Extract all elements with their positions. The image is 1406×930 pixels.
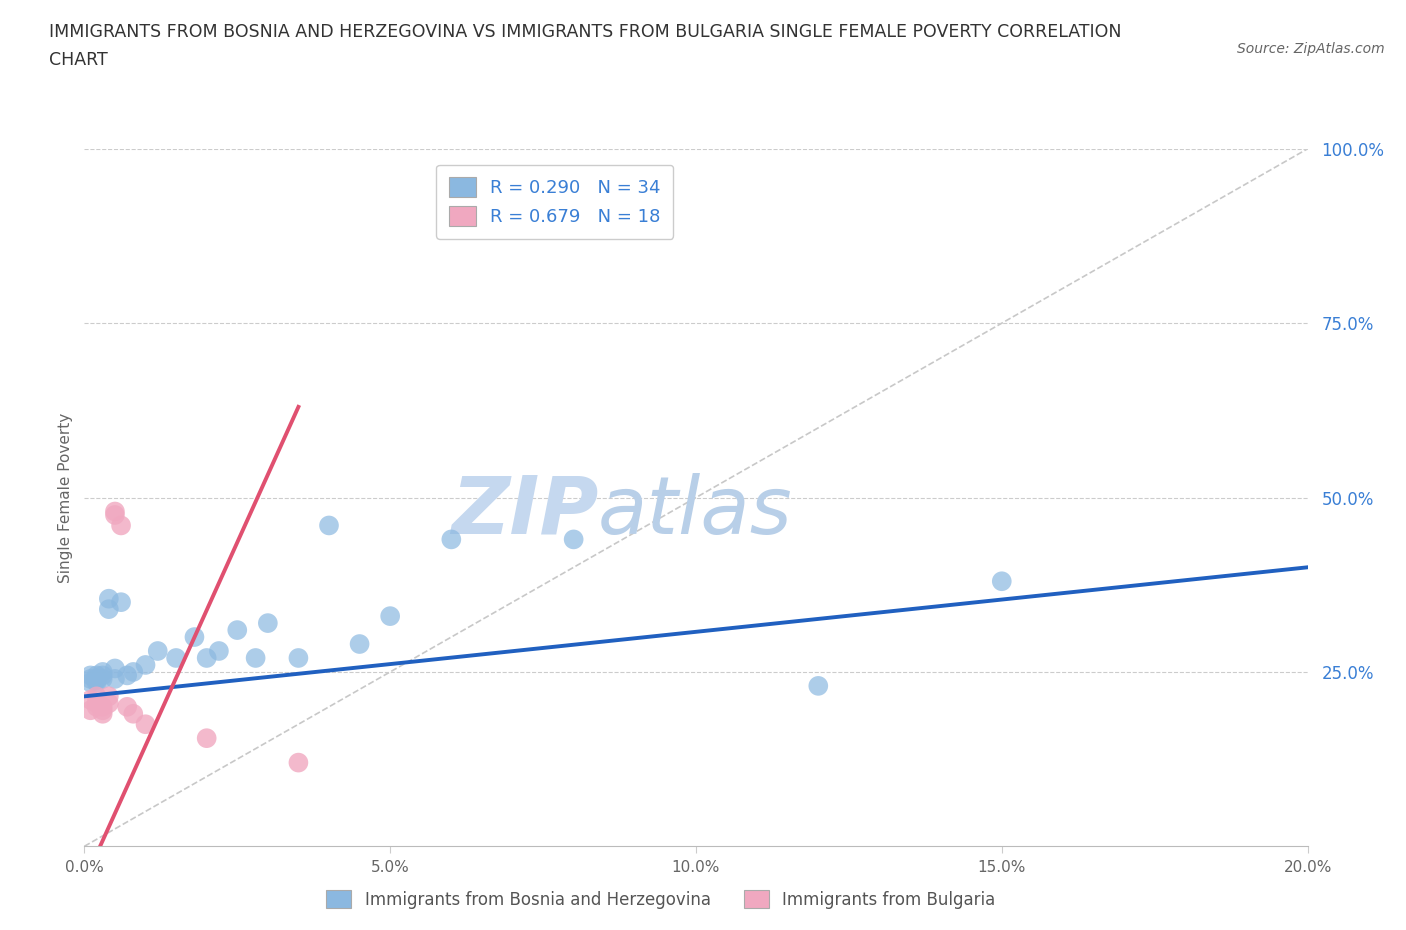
Point bbox=[91, 668, 114, 683]
Point bbox=[91, 665, 114, 680]
Point bbox=[79, 671, 101, 686]
Point bbox=[104, 671, 127, 686]
Point bbox=[86, 673, 108, 688]
Point bbox=[287, 755, 309, 770]
Point bbox=[991, 574, 1014, 589]
Point bbox=[86, 689, 108, 704]
Point bbox=[91, 671, 114, 686]
Point bbox=[165, 651, 187, 666]
Point bbox=[79, 668, 101, 683]
Point bbox=[79, 703, 101, 718]
Point bbox=[183, 630, 205, 644]
Point bbox=[97, 689, 120, 704]
Point bbox=[380, 609, 402, 624]
Point bbox=[135, 658, 157, 672]
Point bbox=[195, 731, 218, 746]
Point bbox=[91, 699, 114, 714]
Point bbox=[122, 707, 145, 722]
Point bbox=[86, 699, 108, 714]
Legend: R = 0.290   N = 34, R = 0.679   N = 18: R = 0.290 N = 34, R = 0.679 N = 18 bbox=[436, 165, 673, 239]
Point bbox=[318, 518, 340, 533]
Point bbox=[257, 616, 280, 631]
Point bbox=[122, 665, 145, 680]
Point bbox=[104, 508, 127, 523]
Point bbox=[287, 651, 309, 666]
Point bbox=[146, 644, 169, 658]
Point bbox=[104, 661, 127, 676]
Point bbox=[97, 591, 120, 606]
Point bbox=[79, 692, 101, 708]
Point bbox=[97, 602, 120, 617]
Point bbox=[349, 637, 371, 652]
Point bbox=[79, 675, 101, 690]
Legend: Immigrants from Bosnia and Herzegovina, Immigrants from Bulgaria: Immigrants from Bosnia and Herzegovina, … bbox=[318, 882, 1004, 917]
Text: IMMIGRANTS FROM BOSNIA AND HERZEGOVINA VS IMMIGRANTS FROM BULGARIA SINGLE FEMALE: IMMIGRANTS FROM BOSNIA AND HERZEGOVINA V… bbox=[49, 23, 1122, 41]
Point bbox=[110, 595, 132, 610]
Point bbox=[86, 696, 108, 711]
Point bbox=[562, 532, 585, 547]
Text: ZIP: ZIP bbox=[451, 472, 598, 551]
Point bbox=[110, 518, 132, 533]
Point bbox=[807, 679, 830, 694]
Point bbox=[86, 668, 108, 683]
Y-axis label: Single Female Poverty: Single Female Poverty bbox=[58, 412, 73, 583]
Point bbox=[91, 707, 114, 722]
Point bbox=[115, 668, 138, 683]
Point bbox=[208, 644, 231, 658]
Point bbox=[104, 504, 127, 519]
Point bbox=[135, 717, 157, 732]
Point bbox=[91, 703, 114, 718]
Point bbox=[97, 696, 120, 711]
Text: CHART: CHART bbox=[49, 51, 108, 69]
Point bbox=[245, 651, 267, 666]
Point bbox=[86, 671, 108, 686]
Point bbox=[226, 623, 249, 638]
Point bbox=[86, 675, 108, 690]
Point bbox=[440, 532, 463, 547]
Point bbox=[115, 699, 138, 714]
Text: Source: ZipAtlas.com: Source: ZipAtlas.com bbox=[1237, 42, 1385, 56]
Point bbox=[195, 651, 218, 666]
Text: atlas: atlas bbox=[598, 472, 793, 551]
